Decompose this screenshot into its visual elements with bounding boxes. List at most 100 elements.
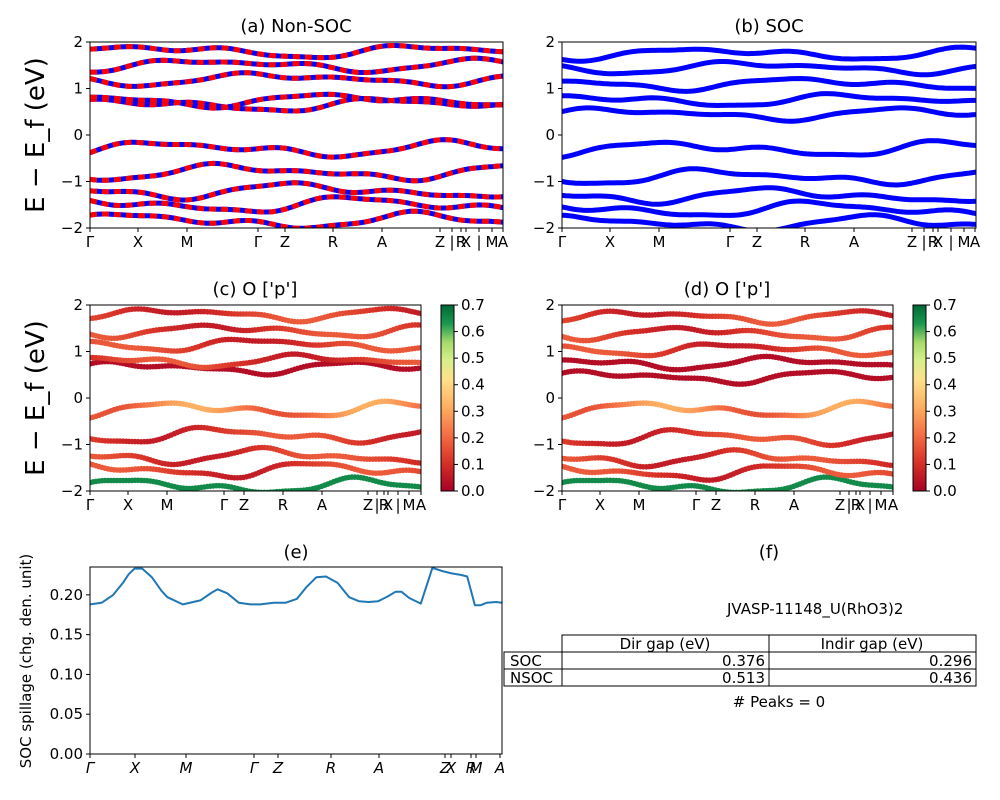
colorbar-d-tick: 0.3 [933, 402, 957, 420]
panel-c-xtick: | [395, 496, 400, 514]
panel-c-xtick: M [161, 496, 174, 514]
nonsoc-band-red [90, 91, 503, 111]
projected-point [890, 431, 893, 437]
projected-point [418, 484, 421, 490]
panel-c-xtick: A [416, 496, 427, 514]
panel-e-xtick: X [129, 759, 141, 777]
soc-band [562, 91, 976, 109]
panel-a-ytick: −2 [61, 219, 83, 237]
projected-point [890, 403, 893, 410]
panel-c-xtick: Z [239, 496, 249, 514]
panel-e-xtick: M [470, 759, 483, 777]
panel-e-xtick: Z [439, 759, 451, 777]
panel-a-xtick: M [486, 233, 499, 251]
colorbar-d-tick: 0.4 [933, 376, 957, 394]
nonsoc-band-red [90, 137, 503, 160]
projected-point [418, 403, 421, 410]
colorbar-d-tick: 0.7 [933, 296, 957, 314]
panel-d-xtick: M [875, 496, 888, 514]
panel-e-xtick: X [445, 759, 457, 777]
table-header-indir: Indir gap (eV) [821, 635, 924, 653]
panel-c-xtick: X [123, 496, 133, 514]
panel-d-xtick: X [855, 496, 865, 514]
panel-c-ylabel: E − E_f (eV) [21, 320, 51, 476]
colorbar-d-tick: 0.0 [933, 482, 957, 500]
panel-e-plot: 0.000.050.100.150.20Γ X M Γ Z R A ZX RM A [50, 566, 505, 777]
soc-band [562, 166, 976, 188]
projected-point [890, 462, 893, 469]
soc-band [562, 212, 976, 228]
panel-d-ytick: 0 [545, 389, 555, 407]
panel-b-xtick: A [849, 233, 860, 251]
projected-point [418, 460, 421, 466]
panel-e-xtick: R [326, 759, 336, 777]
projected-point [890, 362, 893, 368]
soc-band [562, 138, 976, 160]
panel-b-ytick: −2 [533, 219, 555, 237]
panel-e-xtick: R [466, 759, 476, 777]
table-row-soc-indir: 0.296 [929, 652, 972, 670]
panel-d-ytick: −1 [533, 436, 555, 454]
nonsoc-band-red [90, 194, 503, 215]
panel-d-xtick: R [851, 496, 861, 514]
panel-a-xtick: Z [280, 233, 290, 251]
soc-band [562, 105, 976, 124]
colorbar-c-tick: 0.0 [461, 482, 485, 500]
panel-c-xtick: R [278, 496, 288, 514]
panel-d-xtick: A [888, 496, 899, 514]
projected-point [418, 428, 421, 435]
panel-c-ytick: −1 [61, 436, 83, 454]
panel-e-title: (e) [283, 542, 308, 563]
table-row-soc-dir: 0.376 [722, 652, 765, 670]
nonsoc-band-red [90, 160, 503, 184]
colorbar-c [440, 304, 455, 492]
panel-a-xtick: Γ [254, 233, 263, 251]
panel-c-xtick: A [317, 496, 328, 514]
panel-e-xtick: Z [272, 759, 284, 777]
panel-c-ytick: −2 [61, 482, 83, 500]
panel-c-xtick: Γ [86, 496, 95, 514]
panel-e-ytick: 0.10 [50, 665, 83, 683]
panel-a-xtick: X [133, 233, 143, 251]
colorbar-d-tick: 0.6 [933, 323, 957, 341]
panel-c-ytick: 0 [73, 389, 83, 407]
panel-a-xtick: Γ [86, 233, 95, 251]
table-row-nsoc-indir: 0.436 [929, 669, 972, 687]
projected-point [418, 365, 421, 371]
nonsoc-band-red [90, 70, 503, 90]
soc-band [562, 75, 976, 94]
panel-d-xtick: | [867, 496, 872, 514]
nonsoc-band-red [90, 43, 503, 61]
panel-a-ytick: 2 [73, 33, 83, 51]
panel-d-xtick: Z [711, 496, 721, 514]
table-row-soc-name: SOC [510, 652, 542, 670]
panel-e-ylabel: SOC spillage (chg. den. unit) [17, 554, 35, 769]
table-header-dir: Dir gap (eV) [620, 635, 711, 653]
projected-point [890, 313, 893, 319]
panel-c-ytick: 1 [73, 343, 83, 361]
nonsoc-band-blue [90, 180, 503, 203]
projected-point [890, 374, 893, 381]
panel-a-title: (a) Non-SOC [240, 16, 351, 37]
panel-b-title: (b) SOC [734, 16, 803, 37]
colorbar-c-tick: 0.2 [461, 429, 485, 447]
panel-e-frame [89, 566, 503, 755]
panel-d-xtick: | [846, 496, 851, 514]
colorbar-c-tick: 0.6 [461, 323, 485, 341]
panel-b-xtick: R [800, 233, 810, 251]
panel-a-ytick: −1 [61, 173, 83, 191]
colorbar-c-ticks: 0.0 0.1 0.2 0.3 0.4 0.5 0.6 0.7 [454, 296, 485, 500]
colorbar-d-tick: 0.5 [933, 349, 957, 367]
panel-a-xtick: A [377, 233, 388, 251]
soc-band [562, 44, 976, 64]
panel-b-xtick: M [958, 233, 971, 251]
panel-b-ytick: 0 [545, 126, 555, 144]
panel-e-ytick: 0.00 [50, 745, 83, 763]
panel-b-ytick: −1 [533, 173, 555, 191]
colorbar-c-tick: 0.1 [461, 455, 485, 473]
soc-band [562, 185, 976, 207]
panel-b-xtick: Z [907, 233, 917, 251]
panel-b-xtick: Γ [558, 233, 567, 251]
